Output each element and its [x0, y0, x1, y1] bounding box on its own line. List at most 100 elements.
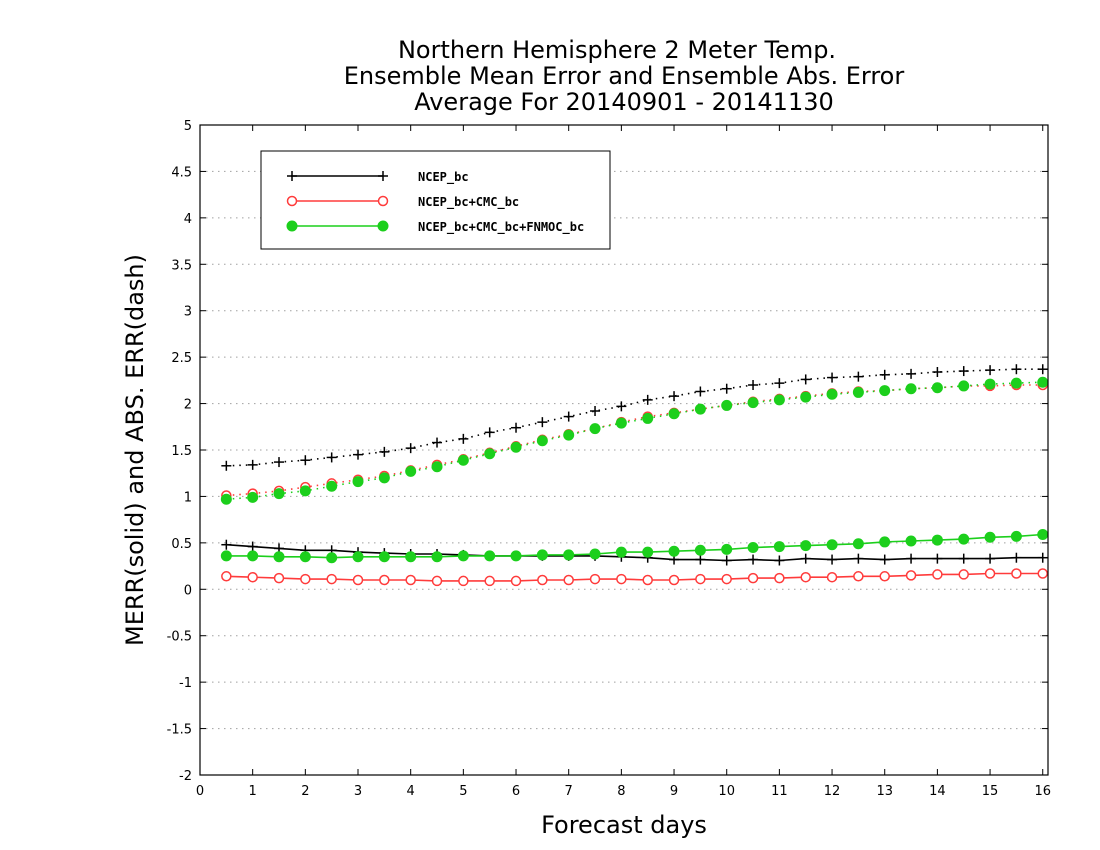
data-point-ncep-bc-cmc-bc-fnmoc-bc-merr-solid [773, 541, 785, 553]
data-point-ncep-bc-cmc-bc-merr-solid [668, 574, 680, 586]
data-point-ncep-bc-cmc-bc-fnmoc-bc-abs-err-dash [852, 386, 864, 398]
data-point-ncep-bc-abs-err-dash [405, 443, 416, 454]
data-point-ncep-bc-abs-err-dash [274, 457, 285, 468]
data-point-ncep-bc-cmc-bc-fnmoc-bc-abs-err-dash [615, 417, 627, 429]
x-tick-label: 10 [718, 784, 735, 799]
y-tick-label: -1 [179, 676, 192, 691]
data-point-ncep-bc-abs-err-dash [669, 391, 680, 402]
data-point-ncep-bc-cmc-bc-fnmoc-bc-abs-err-dash [773, 394, 785, 406]
data-point-ncep-bc-cmc-bc-merr-solid [826, 571, 838, 583]
series-ncep-bc-cmc-bc-fnmoc-bc [220, 376, 1049, 564]
data-point-ncep-bc-cmc-bc-merr-solid [800, 571, 811, 583]
data-point-ncep-bc-abs-err-dash [511, 422, 522, 433]
x-axis-title: Forecast days [541, 811, 707, 839]
y-tick-label: -0.5 [167, 630, 192, 645]
data-point-ncep-bc-cmc-bc-fnmoc-bc-merr-solid [984, 531, 996, 543]
data-point-ncep-bc-cmc-bc-fnmoc-bc-abs-err-dash [826, 388, 838, 400]
data-point-ncep-bc-cmc-bc-fnmoc-bc-merr-solid [905, 535, 917, 547]
legend-marker [377, 220, 389, 232]
data-point-ncep-bc-cmc-bc-merr-solid [273, 572, 285, 584]
data-point-ncep-bc-abs-err-dash [432, 437, 443, 448]
data-point-ncep-bc-cmc-bc-fnmoc-bc-merr-solid [405, 551, 417, 563]
y-tick-label: -1.5 [167, 723, 192, 738]
legend-entry-ncep-bc-cmc-bc-fnmoc-bc: NCEP_bc+CMC_bc+FNMOC_bc [286, 220, 584, 235]
data-point-ncep-bc-cmc-bc-fnmoc-bc-abs-err-dash [905, 383, 917, 395]
title-line-1: Northern Hemisphere 2 Meter Temp. [398, 36, 836, 64]
data-point-ncep-bc-cmc-bc-fnmoc-bc-merr-solid [1010, 530, 1022, 542]
data-point-ncep-bc-merr-solid [853, 553, 864, 564]
data-point-ncep-bc-cmc-bc-merr-solid [905, 570, 917, 581]
legend: NCEP_bc NCEP_bc+CMC_bc NCEP_bc+CMC_bc+FN… [260, 150, 611, 250]
data-point-ncep-bc-cmc-bc-merr-solid [1037, 568, 1048, 579]
y-tick-label: -2 [179, 769, 192, 784]
x-tick-label: 2 [301, 784, 309, 799]
grid [200, 170, 1048, 730]
x-tick-label: 11 [771, 784, 788, 799]
legend-marker [377, 195, 389, 207]
data-point-ncep-bc-abs-err-dash [326, 452, 337, 463]
data-point-ncep-bc-abs-err-dash [1011, 364, 1022, 375]
x-tick-label: 12 [824, 784, 841, 799]
title-line-3: Average For 20140901 - 20141130 [414, 88, 834, 116]
data-point-ncep-bc-cmc-bc-merr-solid [326, 573, 337, 585]
legend-box [260, 150, 611, 250]
data-point-ncep-bc-cmc-bc-fnmoc-bc-merr-solid [510, 550, 522, 562]
data-point-ncep-bc-cmc-bc-merr-solid [958, 569, 969, 580]
data-point-ncep-bc-cmc-bc-fnmoc-bc-merr-solid [536, 549, 548, 561]
data-point-ncep-bc-cmc-bc-fnmoc-bc-merr-solid [378, 551, 390, 563]
data-point-ncep-bc-merr-solid [748, 554, 759, 565]
y-tick-label: 1 [184, 490, 192, 505]
data-point-ncep-bc-abs-err-dash [484, 427, 495, 438]
data-point-ncep-bc-cmc-bc-merr-solid [221, 571, 232, 582]
series-ncep-bc-cmc-bc [221, 379, 1048, 587]
y-tick-label: 2.5 [171, 351, 192, 366]
series-layer [220, 364, 1049, 587]
data-point-ncep-bc-merr-solid [247, 541, 258, 552]
data-point-ncep-bc-abs-err-dash [221, 460, 232, 471]
data-point-ncep-bc-cmc-bc-fnmoc-bc-merr-solid [431, 551, 443, 563]
series-line-ncep-bc-cmc-bc-fnmoc-bc-abs-err-dash [226, 381, 1043, 500]
data-point-ncep-bc-cmc-bc-merr-solid [695, 573, 706, 585]
data-point-ncep-bc-cmc-bc-fnmoc-bc-merr-solid [220, 550, 232, 562]
y-tick-label: 0.5 [171, 537, 192, 552]
legend-label-ncep-bc-cmc-bc: NCEP_bc+CMC_bc [418, 195, 519, 210]
data-point-ncep-bc-cmc-bc-fnmoc-bc-abs-err-dash [484, 448, 496, 460]
data-point-ncep-bc-abs-err-dash [353, 449, 364, 460]
legend-label-ncep-bc: NCEP_bc [418, 170, 469, 185]
x-tick-label: 16 [1034, 784, 1051, 799]
data-point-ncep-bc-cmc-bc-fnmoc-bc-merr-solid [642, 546, 654, 558]
data-point-ncep-bc-merr-solid [879, 554, 890, 565]
data-point-ncep-bc-cmc-bc-merr-solid [484, 575, 495, 587]
legend-marker [378, 171, 388, 181]
data-point-ncep-bc-abs-err-dash [379, 446, 390, 457]
x-tick-label: 15 [982, 784, 999, 799]
data-point-ncep-bc-abs-err-dash [879, 369, 890, 380]
data-point-ncep-bc-abs-err-dash [1037, 364, 1048, 375]
data-point-ncep-bc-cmc-bc-merr-solid [300, 573, 311, 585]
y-tick-label: 4 [184, 212, 192, 227]
data-point-ncep-bc-merr-solid [695, 554, 706, 565]
data-point-ncep-bc-cmc-bc-fnmoc-bc-abs-err-dash [431, 461, 443, 473]
data-point-ncep-bc-cmc-bc-fnmoc-bc-merr-solid [747, 542, 759, 553]
y-tick-label: 5 [184, 119, 192, 134]
data-point-ncep-bc-cmc-bc-fnmoc-bc-abs-err-dash [1037, 376, 1049, 388]
data-point-ncep-bc-abs-err-dash [616, 401, 627, 412]
data-point-ncep-bc-cmc-bc-fnmoc-bc-abs-err-dash [589, 423, 601, 435]
data-point-ncep-bc-cmc-bc-merr-solid [247, 571, 258, 583]
legend-marker [286, 195, 298, 207]
data-point-ncep-bc-abs-err-dash [906, 368, 917, 379]
data-point-ncep-bc-cmc-bc-fnmoc-bc-abs-err-dash [747, 397, 759, 409]
x-tick-label: 4 [407, 784, 415, 799]
data-point-ncep-bc-cmc-bc-fnmoc-bc-abs-err-dash [721, 399, 733, 411]
x-tick-label: 5 [459, 784, 467, 799]
data-point-ncep-bc-cmc-bc-fnmoc-bc-merr-solid [826, 539, 838, 551]
data-point-ncep-bc-merr-solid [1011, 552, 1022, 563]
data-point-ncep-bc-cmc-bc-fnmoc-bc-merr-solid [800, 540, 812, 552]
data-point-ncep-bc-cmc-bc-fnmoc-bc-merr-solid [931, 534, 943, 546]
data-point-ncep-bc-cmc-bc-merr-solid [458, 575, 469, 587]
data-point-ncep-bc-cmc-bc-fnmoc-bc-abs-err-dash [299, 485, 311, 497]
data-point-ncep-bc-cmc-bc-merr-solid [379, 574, 390, 586]
data-point-ncep-bc-cmc-bc-fnmoc-bc-abs-err-dash [352, 476, 364, 488]
data-point-ncep-bc-cmc-bc-fnmoc-bc-merr-solid [273, 551, 285, 563]
